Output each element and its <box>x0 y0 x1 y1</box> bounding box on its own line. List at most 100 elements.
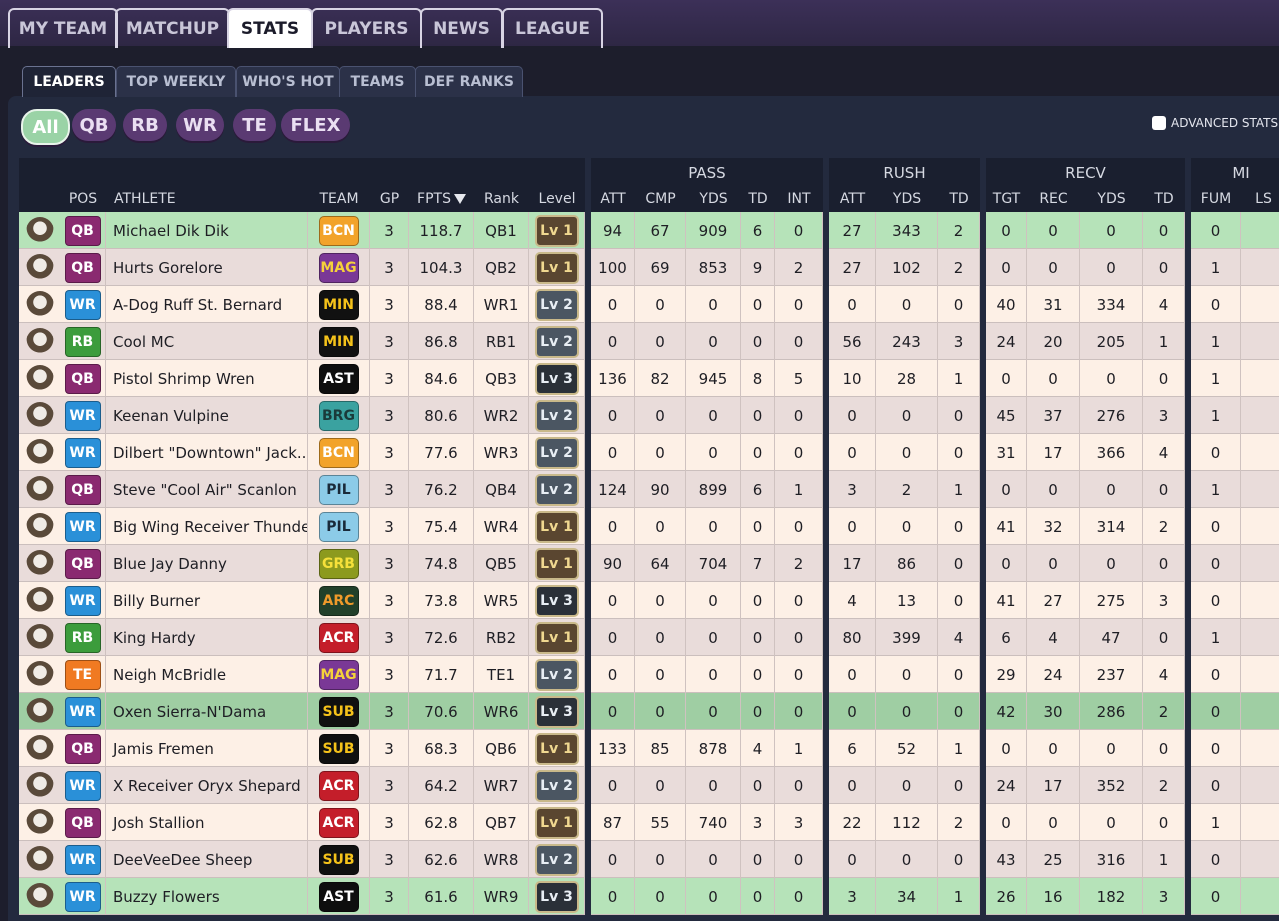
table-cell: 0 <box>775 841 823 878</box>
team-badge: AST <box>318 363 359 394</box>
table-cell: 0 <box>635 323 686 360</box>
column-header[interactable]: FPTS <box>409 186 474 212</box>
table-cell: 1 <box>1191 804 1241 841</box>
table-cell: WR <box>60 397 106 434</box>
table-cell: 0 <box>591 286 635 323</box>
table-cell: 3 <box>370 323 409 360</box>
row-background <box>1191 878 1279 915</box>
column-header[interactable]: TD <box>938 186 980 212</box>
table-cell: 1 <box>938 730 980 767</box>
table-cell: 4 <box>1143 434 1185 471</box>
position-badge: QB <box>64 474 101 505</box>
column-header[interactable]: FUM <box>1191 186 1241 212</box>
table-cell: 0 <box>741 582 775 619</box>
nav-tab[interactable]: STATS <box>227 8 313 48</box>
table-cell: 0 <box>686 619 741 656</box>
filter-pill[interactable]: RB <box>123 109 167 141</box>
column-header[interactable]: TD <box>1143 186 1185 212</box>
column-header[interactable]: Level <box>529 186 585 212</box>
filter-pill[interactable]: FLEX <box>281 109 350 141</box>
sub-tab[interactable]: TOP WEEKLY <box>116 66 236 97</box>
nav-tab[interactable]: LEAGUE <box>502 8 603 48</box>
filter-pill[interactable]: QB <box>72 109 116 141</box>
column-header[interactable]: Rank <box>474 186 529 212</box>
table-cell: 399 <box>876 619 938 656</box>
table-cell: 64 <box>635 545 686 582</box>
table-cell: 0 <box>1143 804 1185 841</box>
row-background <box>591 656 823 693</box>
table-cell: 47 <box>1080 619 1143 656</box>
table-cell: TE <box>60 656 106 693</box>
avatar <box>26 661 54 689</box>
table-cell: RB2 <box>474 619 529 656</box>
column-header[interactable]: YDS <box>1080 186 1143 212</box>
table-cell: 3 <box>370 730 409 767</box>
column-header[interactable]: ATT <box>829 186 876 212</box>
row-background <box>1191 804 1279 841</box>
row-background <box>591 323 823 360</box>
column-header[interactable]: REC <box>1027 186 1080 212</box>
row-background <box>986 471 1185 508</box>
column-header[interactable]: ATHLETE <box>106 186 308 212</box>
level-badge: Lv 2 <box>534 843 579 876</box>
row-background <box>19 693 585 730</box>
column-header[interactable]: INT <box>775 186 823 212</box>
table-cell: 64.2 <box>409 767 474 804</box>
sub-tab[interactable]: LEADERS <box>22 66 116 97</box>
column-header[interactable]: POS <box>60 186 106 212</box>
table-cell: Lv 1 <box>529 804 585 841</box>
column-header[interactable]: YDS <box>686 186 741 212</box>
nav-tab[interactable]: MY TEAM <box>8 8 118 48</box>
table-cell: 0 <box>986 249 1027 286</box>
row-background <box>19 619 585 656</box>
team-badge: ARC <box>318 585 359 616</box>
table-cell: 86.8 <box>409 323 474 360</box>
column-header[interactable]: LS <box>1241 186 1279 212</box>
table-cell: 0 <box>775 582 823 619</box>
row-background <box>19 878 585 915</box>
advanced-stats-label[interactable]: ADVANCED STATS <box>1171 116 1279 130</box>
table-cell: Hurts Gorelore <box>106 249 308 286</box>
level-badge: Lv 3 <box>534 362 579 395</box>
filter-pill[interactable]: All <box>21 109 70 145</box>
table-cell: 0 <box>686 656 741 693</box>
column-header[interactable]: TD <box>741 186 775 212</box>
table-cell: Steve "Cool Air" Scanlon <box>106 471 308 508</box>
sub-tab[interactable]: DEF RANKS <box>415 66 523 97</box>
column-header[interactable]: TGT <box>986 186 1027 212</box>
table-cell: 0 <box>741 323 775 360</box>
table-cell: 286 <box>1080 693 1143 730</box>
avatar <box>26 217 54 245</box>
table-cell: 3 <box>370 212 409 249</box>
row-background <box>591 878 823 915</box>
advanced-stats-checkbox[interactable] <box>1152 116 1166 130</box>
table-cell: Lv 3 <box>529 582 585 619</box>
column-header[interactable]: CMP <box>635 186 686 212</box>
table-cell: 0 <box>829 693 876 730</box>
table-cell: Lv 3 <box>529 360 585 397</box>
table-cell: 704 <box>686 545 741 582</box>
column-header[interactable]: TEAM <box>308 186 370 212</box>
filter-pill[interactable]: TE <box>233 109 276 141</box>
table-cell: 28 <box>876 360 938 397</box>
table-cell: 0 <box>686 582 741 619</box>
column-header[interactable]: ATT <box>591 186 635 212</box>
table-cell: 88.4 <box>409 286 474 323</box>
table-cell: 70.6 <box>409 693 474 730</box>
table-cell: 94 <box>591 212 635 249</box>
row-background <box>19 249 585 286</box>
table-cell: 0 <box>686 841 741 878</box>
table-cell: Lv 1 <box>529 249 585 286</box>
column-header[interactable]: YDS <box>876 186 938 212</box>
filter-pill[interactable]: WR <box>176 109 224 141</box>
table-cell: 0 <box>938 545 980 582</box>
column-header[interactable]: GP <box>370 186 409 212</box>
row-background <box>986 841 1185 878</box>
table-cell: 0 <box>635 582 686 619</box>
sub-tab[interactable]: WHO'S HOT <box>236 66 340 97</box>
table-cell: 0 <box>829 286 876 323</box>
sub-tab[interactable]: TEAMS <box>339 66 416 97</box>
table-cell: 56 <box>829 323 876 360</box>
table-cell: Dilbert "Downtown" Jack... <box>106 434 308 471</box>
row-background <box>986 434 1185 471</box>
